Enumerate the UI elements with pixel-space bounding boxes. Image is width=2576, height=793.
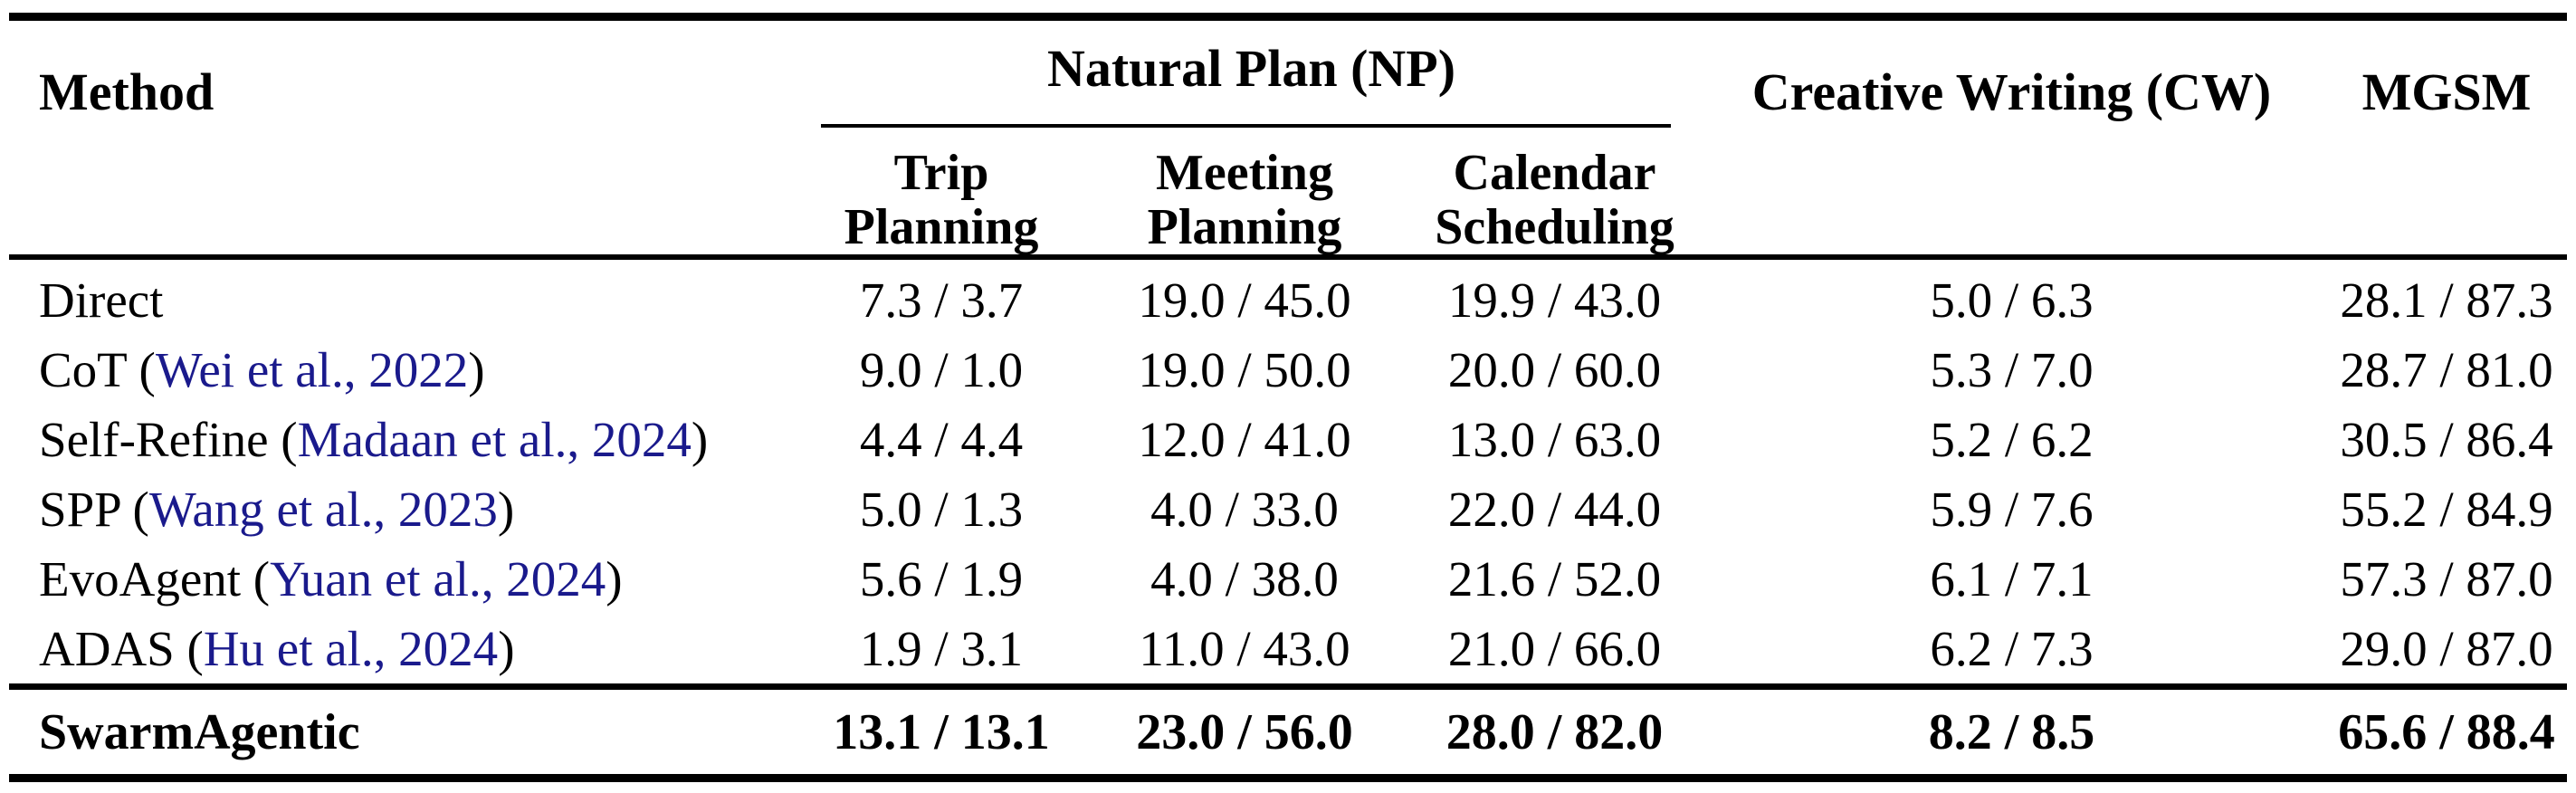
score-cell: 22.0 / 44.0 (1447, 481, 1662, 537)
score-cell: 5.3 / 7.0 (1930, 341, 2094, 397)
subcol-line: Trip (893, 145, 989, 201)
citation-link[interactable]: Yuan et al., 2024 (270, 550, 606, 607)
table-header: Method Natural Plan (NP) Trip Planning M… (0, 21, 2576, 255)
table-row-direct: Direct 7.3 / 3.7 19.0 / 45.0 19.9 / 43.0… (0, 265, 2576, 335)
table-row-cot: CoT (Wei et al., 2022) 9.0 / 1.0 19.0 / … (0, 335, 2576, 405)
score-cell: 23.0 / 56.0 (1136, 703, 1353, 760)
score-cell: 29.0 / 87.0 (2340, 620, 2553, 676)
score-cell: 11.0 / 43.0 (1139, 620, 1350, 676)
score-cell: 5.2 / 6.2 (1930, 411, 2094, 467)
citation-close: ) (468, 341, 485, 397)
score-cell: 8.2 / 8.5 (1928, 703, 2095, 760)
score-cell: 13.1 / 13.1 (833, 703, 1050, 760)
citation-open: ( (119, 481, 149, 537)
citation-link[interactable]: Madaan et al., 2024 (297, 411, 692, 467)
header-rule (9, 254, 2567, 260)
score-cell: 19.0 / 45.0 (1138, 272, 1351, 328)
method-cell: SwarmAgentic (39, 703, 360, 760)
score-cell: 57.3 / 87.0 (2340, 550, 2553, 607)
score-cell: 20.0 / 60.0 (1447, 341, 1662, 397)
method-cell: ADAS (Hu et al., 2024) (9, 620, 806, 676)
score-cell: 5.6 / 1.9 (859, 550, 1024, 607)
col-header-trip-planning: Trip Planning (806, 146, 1077, 254)
score-cell: 6.1 / 7.1 (1930, 550, 2094, 607)
score-cell: 13.0 / 63.0 (1447, 411, 1662, 467)
method-cell: CoT (Wei et al., 2022) (9, 341, 806, 397)
method-name: Self-Refine (39, 411, 269, 467)
score-cell: 6.2 / 7.3 (1930, 620, 2094, 676)
citation-close: ) (498, 620, 515, 676)
citation-close: ) (606, 550, 623, 607)
col-group-natural-plan-label: Natural Plan (NP) (1046, 39, 1456, 98)
score-cell: 28.1 / 87.3 (2340, 272, 2553, 328)
citation-open: ( (174, 620, 204, 676)
score-cell: 21.0 / 66.0 (1447, 620, 1662, 676)
method-name: EvoAgent (39, 550, 242, 607)
table-toprule (9, 13, 2567, 21)
method-name: CoT (39, 341, 127, 397)
table-row-swarmagentic: SwarmAgentic 13.1 / 13.1 23.0 / 56.0 28.… (0, 690, 2576, 774)
method-cell: SPP (Wang et al., 2023) (9, 482, 806, 537)
col-header-calendar-scheduling: Calendar Scheduling (1412, 146, 1697, 254)
col-header-creative-writing: Creative Writing (CW) (1751, 62, 2272, 121)
table-row-evoagent: EvoAgent (Yuan et al., 2024) 5.6 / 1.9 4… (0, 544, 2576, 614)
score-cell: 1.9 / 3.1 (859, 620, 1024, 676)
method-name: ADAS (39, 620, 175, 676)
table-row-self-refine: Self-Refine (Madaan et al., 2024) 4.4 / … (0, 405, 2576, 474)
score-cell: 4.4 / 4.4 (859, 411, 1024, 467)
method-name: SPP (39, 481, 120, 537)
score-cell: 28.0 / 82.0 (1445, 703, 1664, 760)
citation-close: ) (497, 481, 515, 537)
score-cell: 9.0 / 1.0 (859, 341, 1024, 397)
citation-link[interactable]: Wei et al., 2022 (155, 341, 469, 397)
col-header-mgsm: MGSM (2361, 62, 2532, 121)
mid-rule (9, 683, 2567, 690)
np-subheaders: Trip Planning Meeting Planning Calendar … (806, 146, 1697, 254)
score-cell: 5.0 / 1.3 (859, 481, 1024, 537)
score-cell: 12.0 / 41.0 (1138, 411, 1351, 467)
citation-link[interactable]: Wang et al., 2023 (148, 481, 498, 537)
subcol-line: Meeting (1156, 145, 1333, 201)
score-cell: 5.0 / 6.3 (1930, 272, 2094, 328)
col-group-natural-plan: Natural Plan (NP) Trip Planning Meeting … (806, 21, 1697, 254)
table-row-adas: ADAS (Hu et al., 2024) 1.9 / 3.1 11.0 / … (0, 614, 2576, 683)
score-cell: 30.5 / 86.4 (2340, 411, 2553, 467)
score-cell: 19.9 / 43.0 (1447, 272, 1662, 328)
score-cell: 4.0 / 38.0 (1150, 550, 1339, 607)
table-bottomrule (9, 774, 2567, 782)
col-header-meeting-planning: Meeting Planning (1077, 146, 1412, 254)
score-cell: 65.6 / 88.4 (2338, 703, 2555, 760)
table-row-spp: SPP (Wang et al., 2023) 5.0 / 1.3 4.0 / … (0, 474, 2576, 544)
score-cell: 21.6 / 52.0 (1447, 550, 1662, 607)
table-body: Direct 7.3 / 3.7 19.0 / 45.0 19.9 / 43.0… (0, 260, 2576, 683)
method-cell: Direct (9, 272, 806, 328)
subcol-line: Calendar (1453, 145, 1656, 201)
score-cell: 19.0 / 50.0 (1138, 341, 1351, 397)
col-header-method: Method (39, 62, 215, 121)
score-cell: 5.9 / 7.6 (1930, 481, 2094, 537)
citation-open: ( (241, 550, 271, 607)
citation-open: ( (126, 341, 156, 397)
np-cmidrule (821, 124, 1671, 128)
score-cell: 28.7 / 81.0 (2340, 341, 2553, 397)
score-cell: 7.3 / 3.7 (859, 272, 1024, 328)
score-cell: 4.0 / 33.0 (1150, 481, 1339, 537)
score-cell: 55.2 / 84.9 (2340, 481, 2553, 537)
method-cell: EvoAgent (Yuan et al., 2024) (9, 550, 806, 607)
subcol-line: Planning (1147, 199, 1342, 255)
citation-close: ) (691, 411, 709, 467)
method-cell: Self-Refine (Madaan et al., 2024) (9, 411, 806, 467)
citation-open: ( (268, 411, 298, 467)
citation-link[interactable]: Hu et al., 2024 (203, 620, 499, 676)
subcol-line: Scheduling (1435, 199, 1674, 255)
subcol-line: Planning (844, 199, 1039, 255)
method-name: Direct (39, 272, 164, 328)
